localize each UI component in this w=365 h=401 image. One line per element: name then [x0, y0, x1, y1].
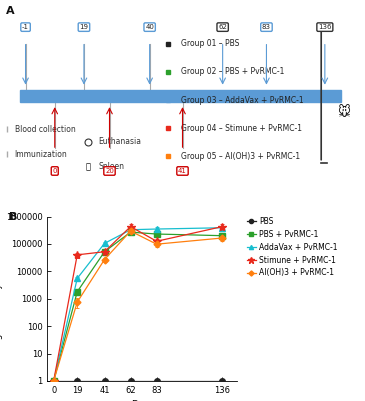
X-axis label: Days: Days [131, 400, 154, 401]
Text: Immunization: Immunization [15, 150, 68, 159]
Text: Group 01 – PBS: Group 01 – PBS [181, 39, 239, 48]
Text: 20: 20 [105, 168, 114, 174]
Text: Group 04 – Stimune + PvRMC-1: Group 04 – Stimune + PvRMC-1 [181, 124, 302, 133]
Legend: PBS, PBS + PvRMC-1, AddaVax + PvRMC-1, Stimune + PvRMC-1, Al(OH)3 + PvRMC-1: PBS, PBS + PvRMC-1, AddaVax + PvRMC-1, S… [247, 217, 338, 277]
Text: 0: 0 [53, 168, 57, 174]
Text: Group 03 – AddaVax + PvRMC-1: Group 03 – AddaVax + PvRMC-1 [181, 95, 303, 105]
Text: 83: 83 [262, 24, 271, 30]
Y-axis label: IgG Antibody Titers: IgG Antibody Titers [0, 255, 3, 342]
Text: 19: 19 [80, 24, 88, 30]
Text: B: B [9, 212, 18, 222]
Text: Group 02 – PBS + PvRMC-1: Group 02 – PBS + PvRMC-1 [181, 67, 284, 77]
Text: -1: -1 [22, 24, 29, 30]
Text: 40: 40 [145, 24, 154, 30]
Text: Group 05 – Al(OH)3 + PvRMC-1: Group 05 – Al(OH)3 + PvRMC-1 [181, 152, 300, 161]
Text: A: A [5, 6, 14, 16]
Text: 136: 136 [318, 24, 331, 30]
Bar [20, 90, 341, 102]
Text: 🫀: 🫀 [85, 162, 90, 171]
Text: Euthanasia: Euthanasia [99, 137, 142, 146]
Text: 41: 41 [178, 168, 187, 174]
Text: Blood collection: Blood collection [15, 125, 75, 134]
Text: 🐭: 🐭 [337, 106, 350, 119]
Text: 62: 62 [218, 24, 227, 30]
Text: Spleen: Spleen [99, 162, 124, 171]
